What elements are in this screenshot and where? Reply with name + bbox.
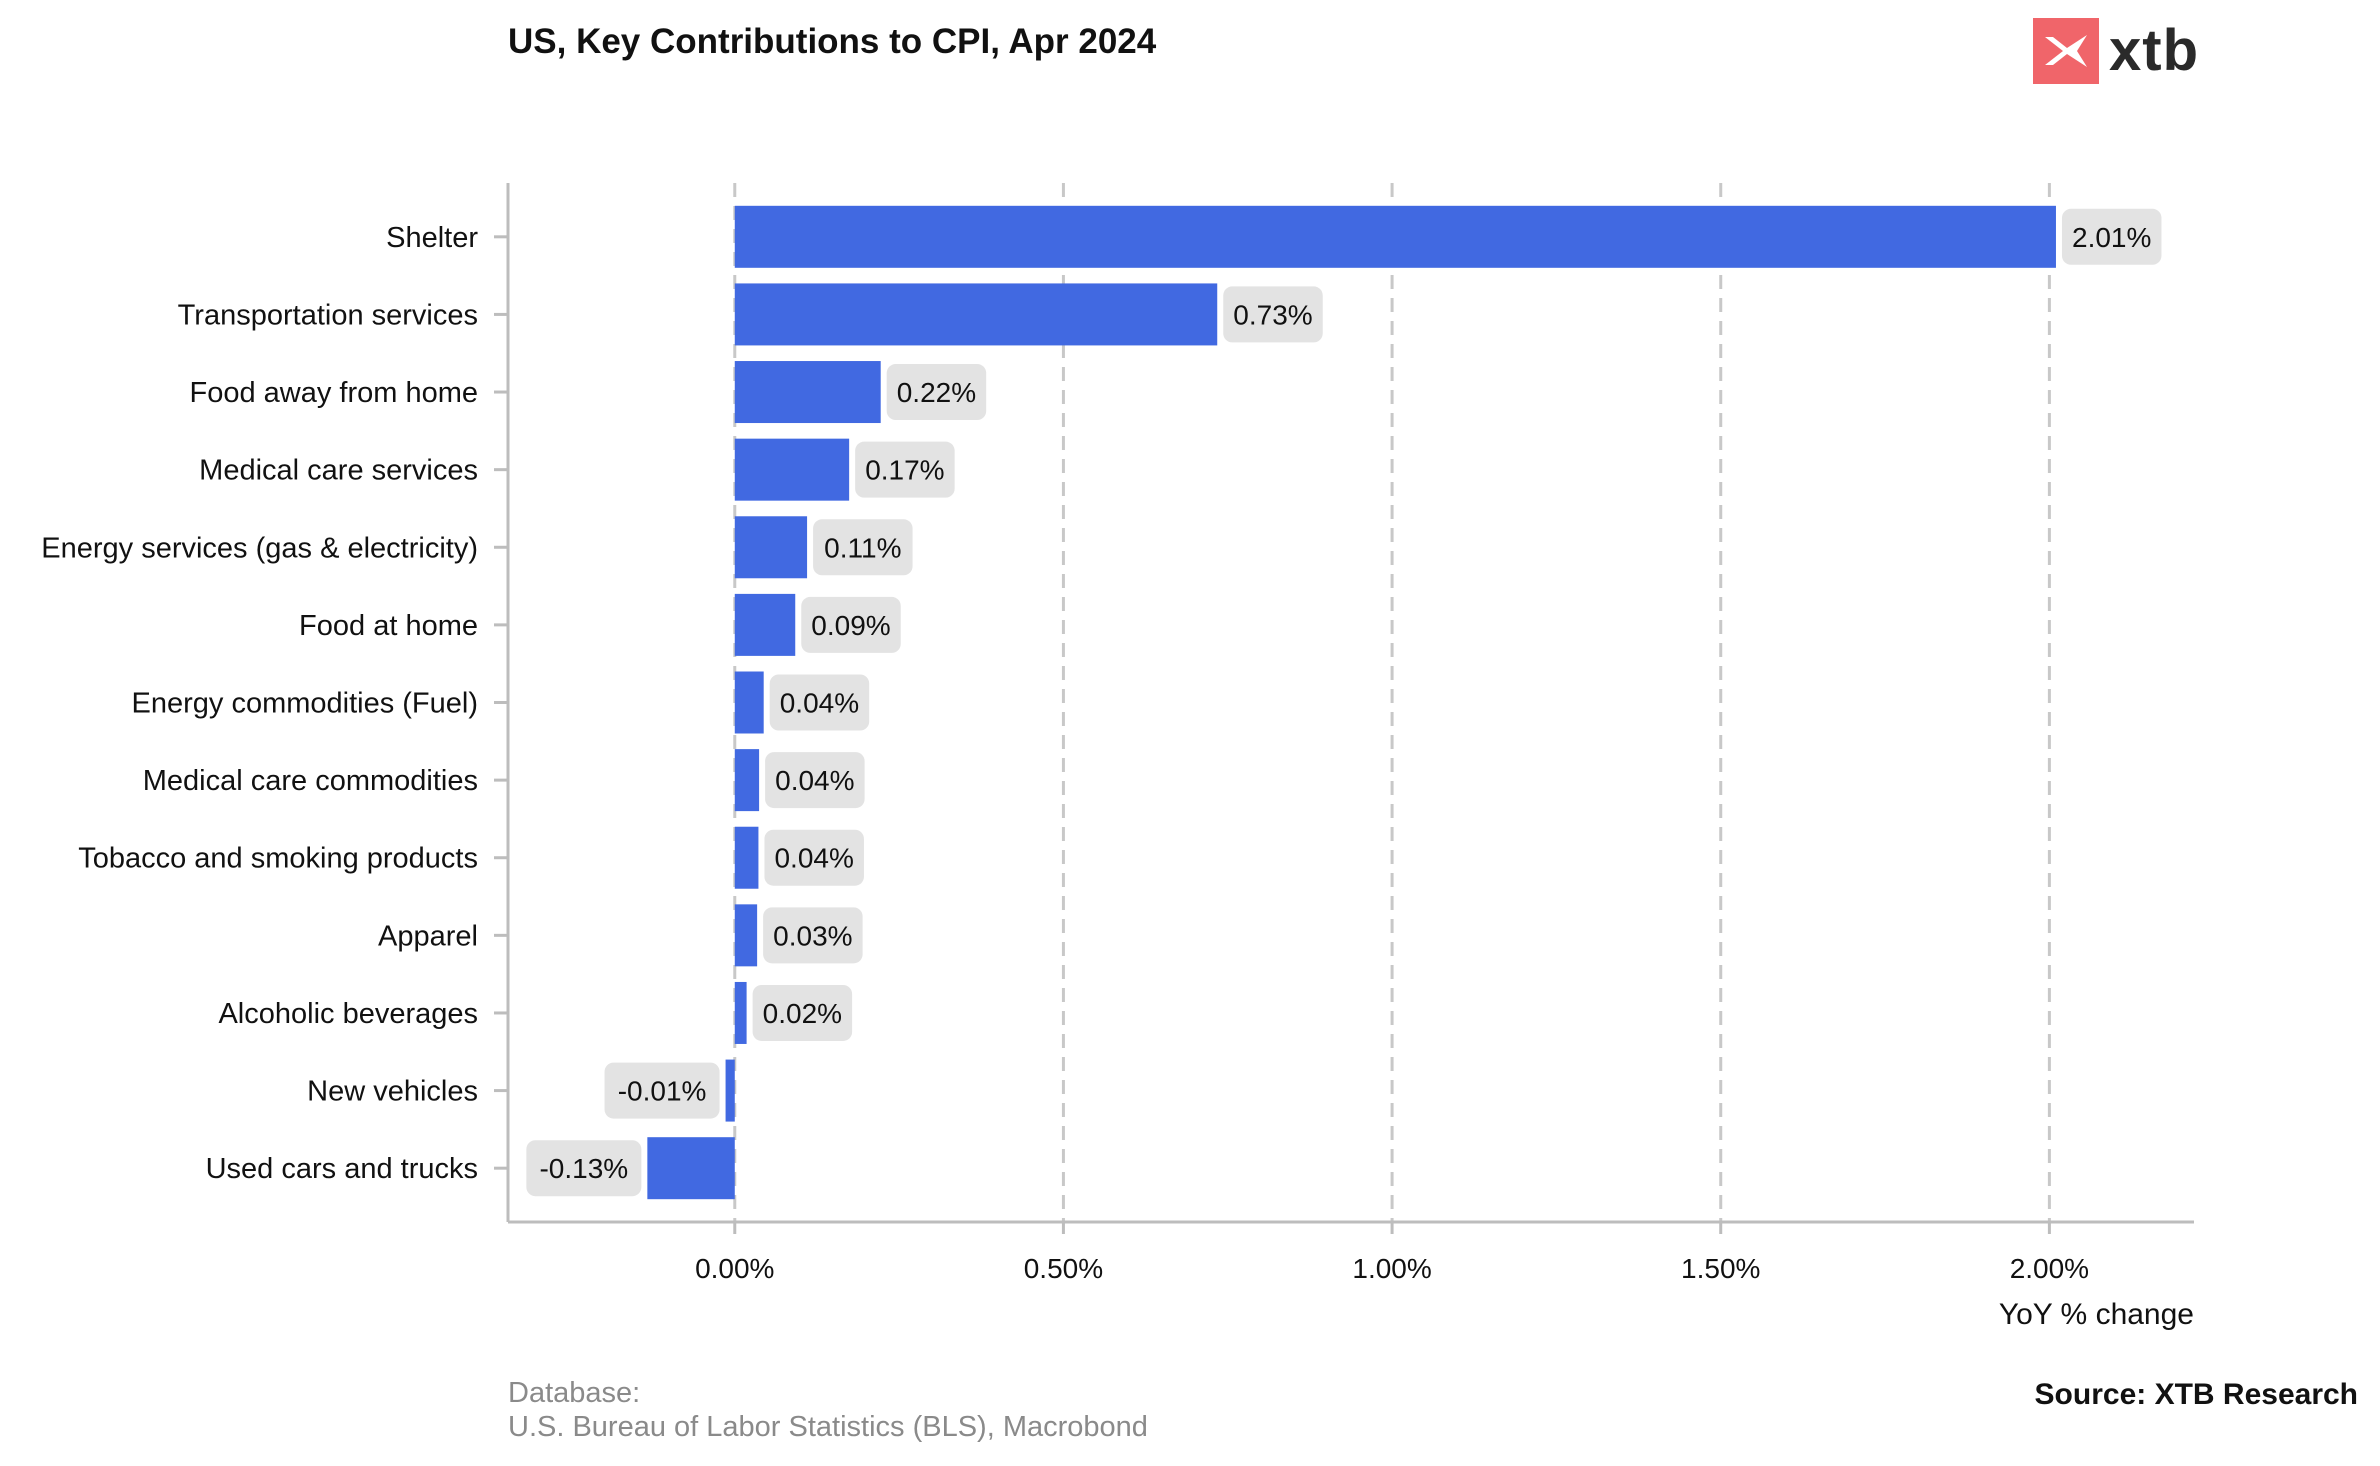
- category-label: Energy services (gas & electricity): [41, 532, 478, 564]
- logo-text: xtb: [2109, 18, 2199, 83]
- bar: [734, 904, 758, 967]
- data-label: 2.01%: [2072, 222, 2151, 253]
- database-label: Database:: [508, 1377, 641, 1409]
- category-label: Food away from home: [189, 377, 478, 409]
- category-label: Medical care commodities: [143, 765, 478, 797]
- category-label: Energy commodities (Fuel): [132, 688, 479, 720]
- data-label-box: [763, 907, 863, 964]
- bar: [725, 1059, 735, 1122]
- category-label: Transportation services: [178, 299, 478, 331]
- xtb-x-icon: [2033, 18, 2099, 84]
- x-tick-label: 0.50%: [1024, 1253, 1103, 1284]
- data-label: 0.03%: [773, 920, 852, 951]
- data-label: 0.09%: [811, 610, 890, 641]
- bar: [734, 593, 796, 656]
- data-label: -0.01%: [618, 1076, 707, 1107]
- data-label-box: [604, 1062, 720, 1119]
- data-label: -0.13%: [539, 1153, 628, 1184]
- data-label-box: [813, 519, 913, 576]
- data-label-box: [765, 752, 865, 809]
- category-label: Tobacco and smoking products: [78, 843, 478, 875]
- data-label-box: [526, 1140, 642, 1197]
- bar: [734, 283, 1218, 346]
- x-tick-label: 2.00%: [2010, 1253, 2089, 1284]
- data-label-box: [764, 829, 864, 886]
- data-label: 0.04%: [780, 688, 859, 719]
- bar: [734, 438, 850, 501]
- bar: [734, 361, 881, 424]
- bar: [734, 516, 808, 579]
- category-label: New vehicles: [307, 1076, 478, 1108]
- data-label-box: [2061, 208, 2162, 265]
- bar: [734, 205, 2056, 268]
- category-label: Food at home: [299, 610, 478, 642]
- source-note: Source: XTB Research: [2034, 1378, 2358, 1411]
- bar: [734, 981, 747, 1044]
- data-label-box: [1223, 286, 1323, 343]
- database-note: Database: U.S. Bureau of Labor Statistic…: [508, 1376, 1148, 1444]
- category-label: Alcoholic beverages: [218, 998, 478, 1030]
- data-label: 0.17%: [865, 455, 944, 486]
- bar: [647, 1137, 735, 1200]
- data-label-box: [855, 441, 955, 498]
- category-label: Shelter: [386, 222, 478, 254]
- data-labels: 2.01% 0.73% 0.22% 0.17% 0.11% 0.09% 0.04% 0.04%…: [526, 208, 2162, 1197]
- x-tick-label: 1.50%: [1681, 1253, 1760, 1284]
- data-label-box: [769, 674, 870, 731]
- x-axis-label: YoY % change: [1999, 1298, 2194, 1331]
- bar: [734, 826, 759, 889]
- data-label: 0.04%: [775, 765, 854, 796]
- data-label-box: [752, 984, 853, 1041]
- database-value: U.S. Bureau of Labor Statistics (BLS), M…: [508, 1411, 1148, 1443]
- chart-title: US, Key Contributions to CPI, Apr 2024: [508, 22, 1157, 61]
- bar: [734, 671, 764, 734]
- xtb-logo: xtb: [2033, 18, 2199, 84]
- x-tick-label: 1.00%: [1352, 1253, 1431, 1284]
- category-label: Apparel: [378, 920, 478, 952]
- data-label-box: [801, 596, 901, 653]
- axes: 0.00% 0.50% 1.00% 1.50% 2.00% Shelter Transpor…: [41, 183, 2194, 1284]
- data-label: 0.73%: [1233, 299, 1312, 330]
- bars: [647, 205, 2056, 1200]
- data-label-box: [886, 364, 987, 421]
- data-label: 0.22%: [897, 377, 976, 408]
- category-label: Medical care services: [199, 455, 478, 487]
- data-label: 0.11%: [824, 532, 901, 563]
- x-tick-label: 0.00%: [695, 1253, 774, 1284]
- bar: [734, 749, 760, 812]
- data-label: 0.04%: [774, 843, 853, 874]
- category-label: Used cars and trucks: [206, 1153, 478, 1185]
- data-label: 0.02%: [763, 998, 842, 1029]
